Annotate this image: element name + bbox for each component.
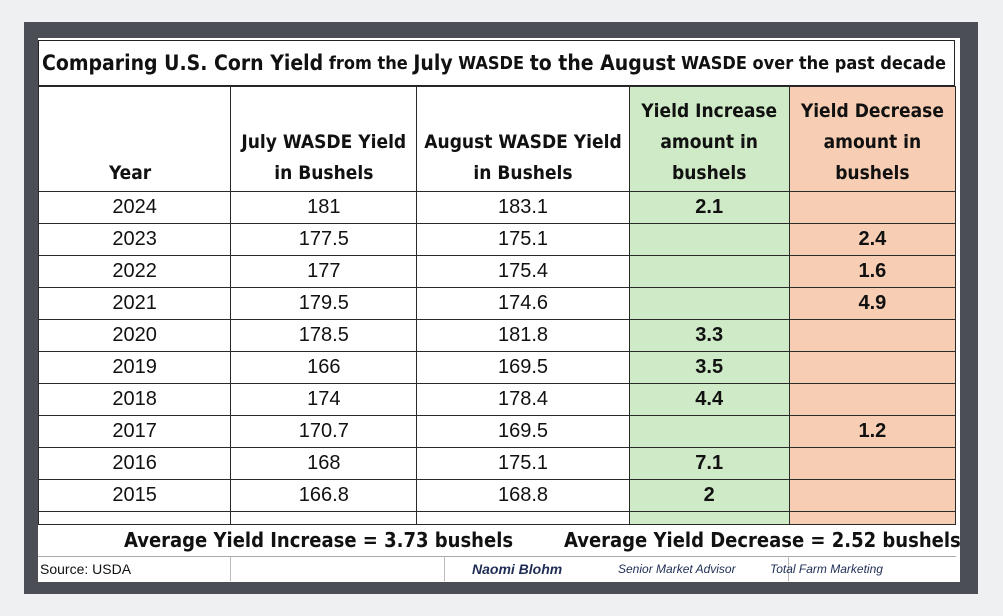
cell-year: 2019 bbox=[37, 351, 232, 384]
title-part: WASDE over the past decade bbox=[675, 52, 946, 74]
cell-decrease bbox=[788, 319, 957, 352]
cell-august: 168.8 bbox=[416, 479, 630, 512]
cell-july: 177.5 bbox=[230, 223, 418, 256]
cell-decrease bbox=[788, 351, 957, 384]
source-label: Source: USDA bbox=[40, 561, 132, 577]
cell-increase: 2.1 bbox=[628, 191, 790, 224]
cell-july: 170.7 bbox=[230, 415, 418, 448]
cell-increase bbox=[628, 415, 790, 448]
cell-increase: 2 bbox=[628, 479, 790, 512]
table-row: 2016 168 175.1 7.1 bbox=[37, 447, 957, 480]
cell-august: 169.5 bbox=[416, 351, 630, 384]
author-name: Naomi Blohm bbox=[472, 561, 563, 577]
company-name: Total Farm Marketing bbox=[770, 562, 883, 576]
average-decrease: Average Yield Decrease = 2.52 bushels bbox=[564, 528, 961, 552]
cell-year: 2016 bbox=[37, 447, 232, 480]
yield-table: Year July WASDE Yield in Bushels August … bbox=[37, 86, 957, 525]
cell-year: 2024 bbox=[37, 191, 232, 224]
cell-decrease bbox=[788, 383, 957, 416]
title-part: to the August bbox=[529, 51, 676, 75]
cell-increase bbox=[628, 255, 790, 288]
cell-july: 177 bbox=[230, 255, 418, 288]
cell-year: 2020 bbox=[37, 319, 232, 352]
cell-year: 2017 bbox=[37, 415, 232, 448]
table-row: 2021 179.5 174.6 4.9 bbox=[37, 287, 957, 320]
spacer-cell bbox=[230, 511, 418, 525]
cell-august: 181.8 bbox=[416, 319, 630, 352]
cell-year: 2021 bbox=[37, 287, 232, 320]
cell-increase: 4.4 bbox=[628, 383, 790, 416]
table-row: 2015 166.8 168.8 2 bbox=[37, 479, 957, 512]
title-part: Comparing U.S. Corn Yield bbox=[42, 51, 324, 75]
spreadsheet: Comparing U.S. Corn Yield from the July … bbox=[37, 38, 961, 582]
header-yield-decrease: Yield Decrease amount in bushels bbox=[788, 86, 957, 192]
cell-decrease bbox=[788, 479, 957, 512]
table-row: 2019 166 169.5 3.5 bbox=[37, 351, 957, 384]
footer-divider bbox=[230, 557, 231, 581]
cell-decrease: 4.9 bbox=[788, 287, 957, 320]
average-increase: Average Yield Increase = 3.73 bushels bbox=[124, 528, 514, 552]
title-part: from the bbox=[323, 52, 414, 74]
cell-increase: 3.3 bbox=[628, 319, 790, 352]
cell-increase: 3.5 bbox=[628, 351, 790, 384]
header-yield-increase: Yield Increase amount in bushels bbox=[628, 86, 790, 192]
cell-year: 2018 bbox=[37, 383, 232, 416]
cell-july: 166.8 bbox=[230, 479, 418, 512]
cell-july: 179.5 bbox=[230, 287, 418, 320]
cell-decrease: 1.2 bbox=[788, 415, 957, 448]
cell-august: 174.6 bbox=[416, 287, 630, 320]
cell-august: 175.1 bbox=[416, 223, 630, 256]
cell-august: 169.5 bbox=[416, 415, 630, 448]
cell-august: 175.4 bbox=[416, 255, 630, 288]
spacer-cell bbox=[416, 511, 630, 525]
table-row: 2024 181 183.1 2.1 bbox=[37, 191, 957, 224]
cell-august: 178.4 bbox=[416, 383, 630, 416]
cell-year: 2022 bbox=[37, 255, 232, 288]
table-row: 2022 177 175.4 1.6 bbox=[37, 255, 957, 288]
cell-july: 166 bbox=[230, 351, 418, 384]
spacer-row bbox=[37, 511, 957, 525]
cell-year: 2023 bbox=[37, 223, 232, 256]
cell-july: 178.5 bbox=[230, 319, 418, 352]
cell-year: 2015 bbox=[37, 479, 232, 512]
spacer-cell bbox=[37, 511, 232, 525]
footer-divider bbox=[444, 557, 445, 581]
table-title: Comparing U.S. Corn Yield from the July … bbox=[38, 40, 955, 86]
cell-decrease bbox=[788, 191, 957, 224]
spacer-cell bbox=[788, 511, 957, 525]
cell-decrease: 2.4 bbox=[788, 223, 957, 256]
footer-divider bbox=[788, 557, 789, 581]
header-august-yield: August WASDE Yield in Bushels bbox=[416, 86, 630, 192]
table-row: 2023 177.5 175.1 2.4 bbox=[37, 223, 957, 256]
table-row: 2020 178.5 181.8 3.3 bbox=[37, 319, 957, 352]
table-row: 2017 170.7 169.5 1.2 bbox=[37, 415, 957, 448]
cell-july: 181 bbox=[230, 191, 418, 224]
cell-july: 174 bbox=[230, 383, 418, 416]
footer: Source: USDA Naomi Blohm Senior Market A… bbox=[38, 556, 956, 581]
header-july-yield: July WASDE Yield in Bushels bbox=[230, 86, 418, 192]
cell-increase bbox=[628, 287, 790, 320]
header-year: Year bbox=[37, 86, 232, 192]
cell-decrease: 1.6 bbox=[788, 255, 957, 288]
spacer-cell bbox=[628, 511, 790, 525]
title-part: WASDE bbox=[452, 52, 530, 74]
cell-july: 168 bbox=[230, 447, 418, 480]
cell-decrease bbox=[788, 447, 957, 480]
cell-august: 183.1 bbox=[416, 191, 630, 224]
title-part: July bbox=[413, 51, 453, 75]
table-row: 2018 174 178.4 4.4 bbox=[37, 383, 957, 416]
cell-increase bbox=[628, 223, 790, 256]
cell-august: 175.1 bbox=[416, 447, 630, 480]
cell-increase: 7.1 bbox=[628, 447, 790, 480]
author-role: Senior Market Advisor bbox=[618, 562, 736, 576]
header-row: Year July WASDE Yield in Bushels August … bbox=[37, 86, 957, 192]
